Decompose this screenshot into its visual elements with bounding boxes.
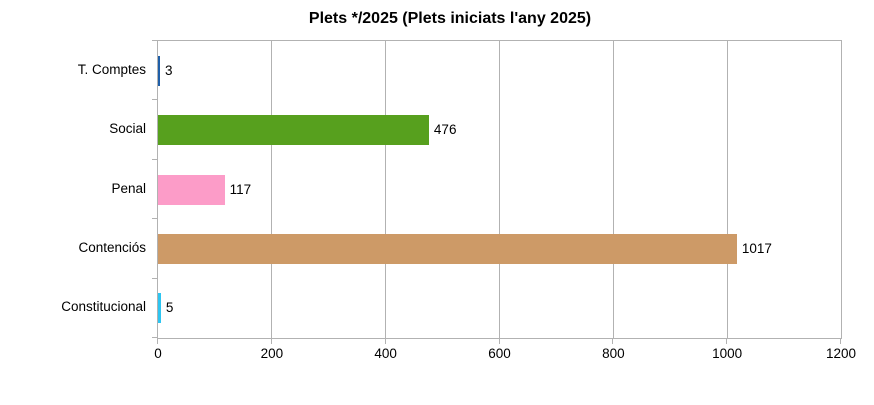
x-tick-label: 1000 xyxy=(712,346,743,361)
gridline xyxy=(726,41,728,338)
category-label: Contenciós xyxy=(78,239,146,255)
x-tick-mark xyxy=(270,339,272,344)
gridline xyxy=(499,41,500,338)
bar-value-label: 1017 xyxy=(741,240,772,256)
x-tick-mark xyxy=(612,339,614,344)
category-label: Social xyxy=(109,121,146,137)
gridline xyxy=(612,41,614,338)
bar xyxy=(158,293,161,324)
bar-value-label: 3 xyxy=(165,62,173,78)
x-tick-mark xyxy=(498,339,500,344)
x-tick-label: 400 xyxy=(374,346,397,361)
x-tick-label: 1200 xyxy=(825,346,857,361)
gridline xyxy=(385,41,387,338)
x-tick-label: 200 xyxy=(260,346,284,361)
x-tick-label: 600 xyxy=(488,346,511,361)
y-tick-mark xyxy=(152,40,158,41)
x-tick-label: 0 xyxy=(154,346,162,361)
bar xyxy=(158,55,160,86)
bar xyxy=(158,174,225,205)
x-tick-label: 800 xyxy=(602,346,625,361)
x-tick-mark xyxy=(840,339,841,344)
y-tick-mark xyxy=(152,218,158,219)
category-label: Penal xyxy=(111,180,146,196)
y-tick-mark xyxy=(152,278,158,279)
x-tick-mark xyxy=(384,339,386,344)
x-tick-mark xyxy=(726,339,728,344)
plot-area: 3 476 117 1017 5 xyxy=(157,40,842,339)
category-label: T. Comptes xyxy=(77,61,146,77)
x-tick-mark xyxy=(157,339,158,344)
y-tick-mark xyxy=(152,337,158,338)
bar xyxy=(158,233,737,264)
category-label: Constitucional xyxy=(61,299,146,315)
y-tick-mark xyxy=(152,99,158,100)
bar-value-label: 117 xyxy=(229,181,252,197)
bar xyxy=(158,115,429,146)
y-tick-mark xyxy=(152,159,158,160)
bar-value-label: 476 xyxy=(433,122,457,138)
chart-title: Plets */2025 (Plets iniciats l'any 2025) xyxy=(308,10,592,27)
gridline xyxy=(271,41,273,338)
bar-value-label: 5 xyxy=(165,300,174,316)
